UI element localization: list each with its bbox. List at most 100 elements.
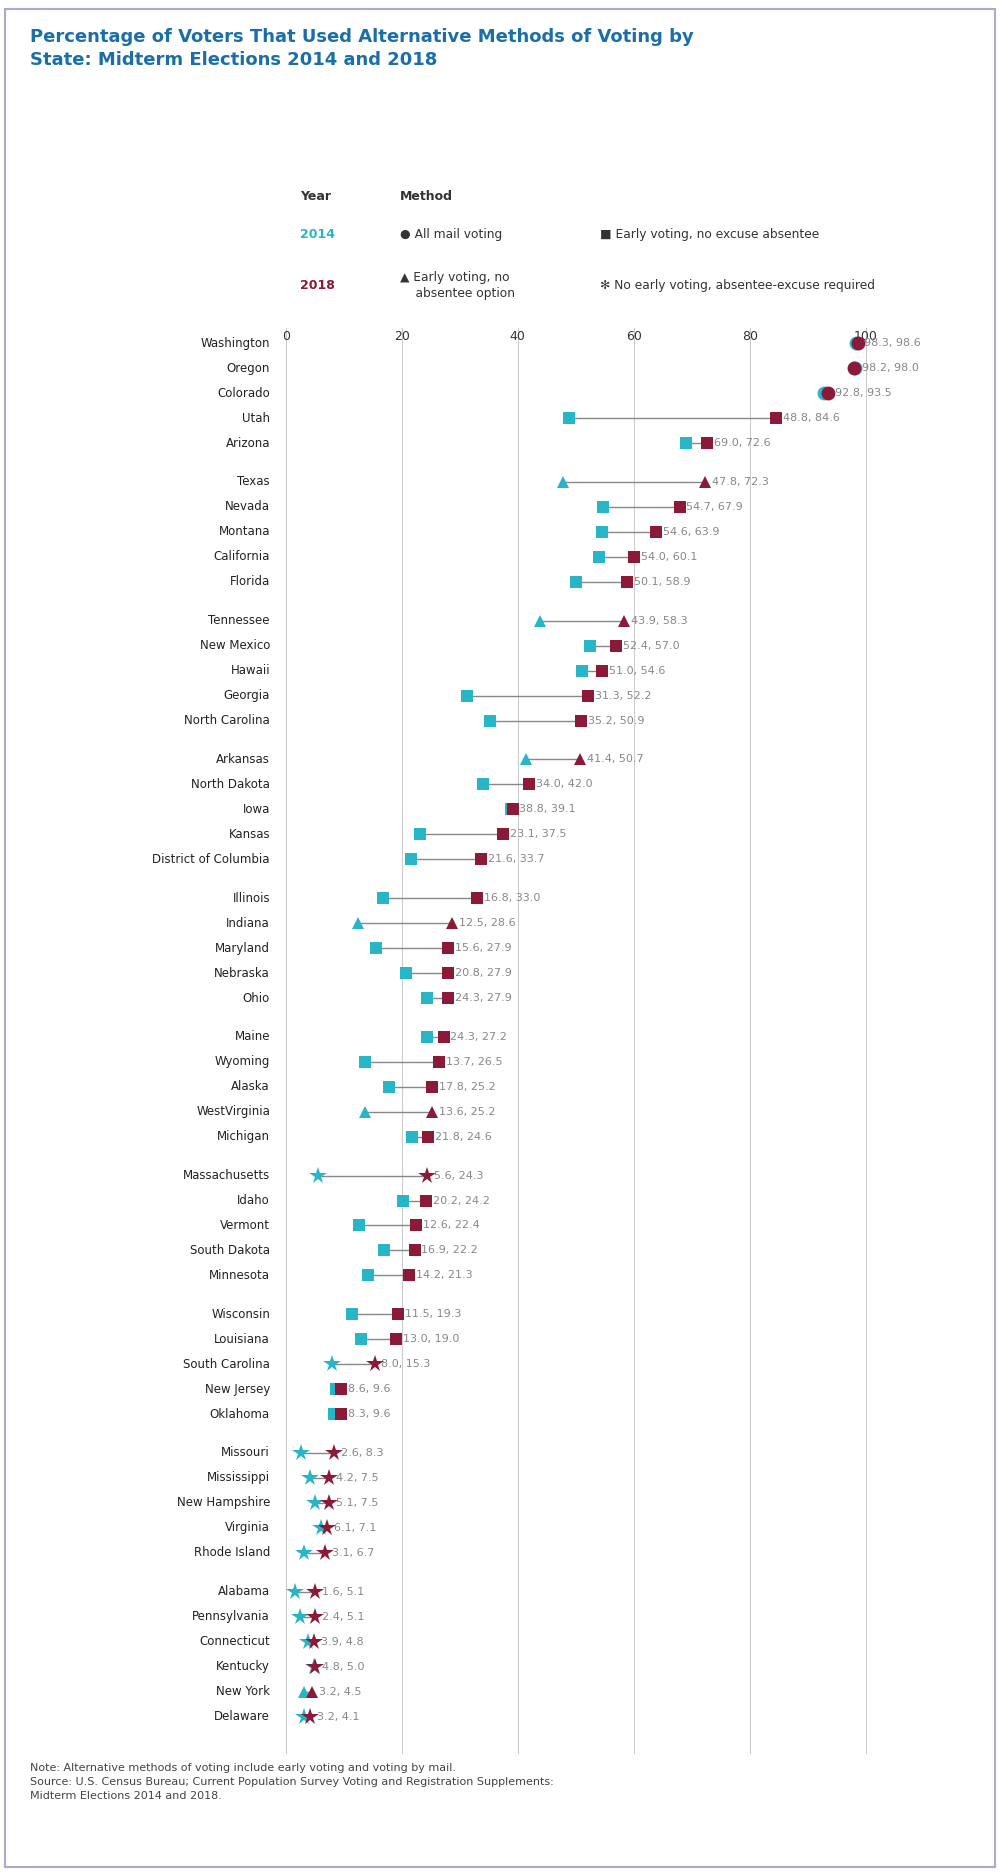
Text: 2.4, 5.1: 2.4, 5.1 (322, 1611, 365, 1621)
Text: 13.7, 26.5: 13.7, 26.5 (446, 1056, 503, 1067)
Text: Illinois: Illinois (232, 891, 270, 904)
Text: Pennsylvania: Pennsylvania (192, 1610, 270, 1623)
Text: 5.6, 24.3: 5.6, 24.3 (434, 1171, 483, 1180)
Text: Wisconsin: Wisconsin (211, 1308, 270, 1321)
Text: 47.8, 72.3: 47.8, 72.3 (712, 477, 769, 488)
Text: 3.2, 4.5: 3.2, 4.5 (319, 1687, 361, 1696)
Text: 12.6, 22.4: 12.6, 22.4 (423, 1221, 479, 1231)
Text: 8.3, 9.6: 8.3, 9.6 (348, 1409, 391, 1418)
Text: South Carolina: South Carolina (183, 1358, 270, 1371)
Text: Arkansas: Arkansas (216, 752, 270, 765)
Text: Michigan: Michigan (217, 1129, 270, 1142)
Text: 92.8, 93.5: 92.8, 93.5 (835, 388, 892, 398)
Text: 98.2, 98.0: 98.2, 98.0 (862, 364, 919, 373)
Text: 35.2, 50.9: 35.2, 50.9 (588, 715, 644, 726)
Text: 20.2, 24.2: 20.2, 24.2 (433, 1195, 490, 1206)
Text: Note: Alternative methods of voting include early voting and voting by mail.
Sou: Note: Alternative methods of voting incl… (30, 1763, 554, 1801)
Text: New Mexico: New Mexico (200, 640, 270, 653)
Text: 51.0, 54.6: 51.0, 54.6 (609, 666, 666, 675)
Text: 43.9, 58.3: 43.9, 58.3 (631, 615, 687, 627)
Text: 20: 20 (394, 330, 410, 343)
Text: 54.7, 67.9: 54.7, 67.9 (686, 503, 743, 512)
Text: 2014: 2014 (300, 229, 335, 240)
Text: Iowa: Iowa (243, 803, 270, 816)
Text: Idaho: Idaho (237, 1193, 270, 1206)
Text: Year: Year (300, 191, 331, 203)
Text: New York: New York (216, 1685, 270, 1698)
Text: 15.6, 27.9: 15.6, 27.9 (455, 944, 511, 953)
Text: 3.1, 6.7: 3.1, 6.7 (332, 1548, 374, 1557)
Text: 34.0, 42.0: 34.0, 42.0 (536, 779, 593, 790)
Text: Indiana: Indiana (226, 917, 270, 930)
Text: Hawaii: Hawaii (230, 664, 270, 677)
Text: ● All mail voting: ● All mail voting (400, 229, 502, 240)
Text: Tennessee: Tennessee (208, 613, 270, 627)
Text: Alaska: Alaska (231, 1081, 270, 1094)
Text: Connecticut: Connecticut (199, 1636, 270, 1649)
Text: Kansas: Kansas (228, 827, 270, 840)
Text: Rhode Island: Rhode Island (194, 1546, 270, 1559)
Text: North Carolina: North Carolina (184, 715, 270, 728)
Text: ■ Early voting, no excuse absentee: ■ Early voting, no excuse absentee (600, 229, 819, 240)
Text: 54.6, 63.9: 54.6, 63.9 (663, 527, 720, 537)
Text: Alabama: Alabama (218, 1585, 270, 1598)
Text: 50.1, 58.9: 50.1, 58.9 (634, 578, 691, 587)
Text: Wyoming: Wyoming (215, 1056, 270, 1067)
Text: 1.6, 5.1: 1.6, 5.1 (322, 1587, 365, 1596)
Text: Ohio: Ohio (243, 992, 270, 1004)
Text: 24.3, 27.2: 24.3, 27.2 (450, 1032, 507, 1041)
Text: Louisiana: Louisiana (214, 1332, 270, 1345)
Text: 3.2, 4.1: 3.2, 4.1 (317, 1711, 359, 1722)
Text: 2.6, 8.3: 2.6, 8.3 (341, 1448, 383, 1458)
Text: 8.6, 9.6: 8.6, 9.6 (348, 1384, 391, 1394)
Text: New Jersey: New Jersey (205, 1383, 270, 1396)
Text: 4.8, 5.0: 4.8, 5.0 (322, 1662, 364, 1672)
Text: 6.1, 7.1: 6.1, 7.1 (334, 1523, 376, 1533)
Text: 24.3, 27.9: 24.3, 27.9 (455, 992, 511, 1004)
Text: Washington: Washington (200, 338, 270, 349)
Text: 20.8, 27.9: 20.8, 27.9 (455, 968, 511, 977)
Text: Massachusetts: Massachusetts (183, 1169, 270, 1182)
Text: 21.6, 33.7: 21.6, 33.7 (488, 854, 545, 865)
Text: 2018: 2018 (300, 280, 335, 291)
Text: WestVirginia: WestVirginia (196, 1105, 270, 1118)
Text: 38.8, 39.1: 38.8, 39.1 (519, 805, 576, 814)
Text: 12.5, 28.6: 12.5, 28.6 (459, 917, 515, 929)
Text: 52.4, 57.0: 52.4, 57.0 (623, 642, 680, 651)
Text: Texas: Texas (237, 475, 270, 488)
Text: 0: 0 (282, 330, 290, 343)
Text: Oregon: Oregon (227, 362, 270, 375)
Text: New Hampshire: New Hampshire (177, 1497, 270, 1510)
Text: Missouri: Missouri (221, 1446, 270, 1460)
Text: 41.4, 50.7: 41.4, 50.7 (587, 754, 643, 764)
Text: 8.0, 15.3: 8.0, 15.3 (381, 1360, 431, 1369)
Text: 31.3, 52.2: 31.3, 52.2 (595, 690, 652, 700)
Text: 48.8, 84.6: 48.8, 84.6 (783, 413, 840, 424)
Text: 16.9, 22.2: 16.9, 22.2 (421, 1246, 478, 1255)
Text: Colorado: Colorado (217, 386, 270, 400)
Text: Nevada: Nevada (225, 501, 270, 514)
Text: 17.8, 25.2: 17.8, 25.2 (439, 1082, 496, 1092)
Text: Nebraska: Nebraska (214, 966, 270, 979)
Text: Florida: Florida (230, 576, 270, 589)
Text: Maryland: Maryland (215, 942, 270, 955)
Text: South Dakota: South Dakota (190, 1244, 270, 1257)
Text: ✻ No early voting, absentee-excuse required: ✻ No early voting, absentee-excuse requi… (600, 280, 875, 291)
Text: North Dakota: North Dakota (191, 779, 270, 792)
Text: 69.0, 72.6: 69.0, 72.6 (714, 439, 770, 448)
Text: 54.0, 60.1: 54.0, 60.1 (641, 552, 698, 563)
Text: Vermont: Vermont (220, 1219, 270, 1233)
Text: 5.1, 7.5: 5.1, 7.5 (336, 1497, 379, 1508)
Text: Georgia: Georgia (224, 688, 270, 702)
Text: Delaware: Delaware (214, 1711, 270, 1722)
Text: 60: 60 (626, 330, 642, 343)
Text: 23.1, 37.5: 23.1, 37.5 (510, 829, 567, 839)
Text: District of Columbia: District of Columbia (152, 854, 270, 867)
Text: 21.8, 24.6: 21.8, 24.6 (435, 1131, 492, 1142)
Text: 3.9, 4.8: 3.9, 4.8 (321, 1636, 363, 1647)
Text: 16.8, 33.0: 16.8, 33.0 (484, 893, 540, 902)
Text: Mississippi: Mississippi (207, 1471, 270, 1484)
Text: Utah: Utah (242, 411, 270, 424)
Text: Oklahoma: Oklahoma (210, 1407, 270, 1420)
Text: 98.3, 98.6: 98.3, 98.6 (864, 338, 921, 349)
